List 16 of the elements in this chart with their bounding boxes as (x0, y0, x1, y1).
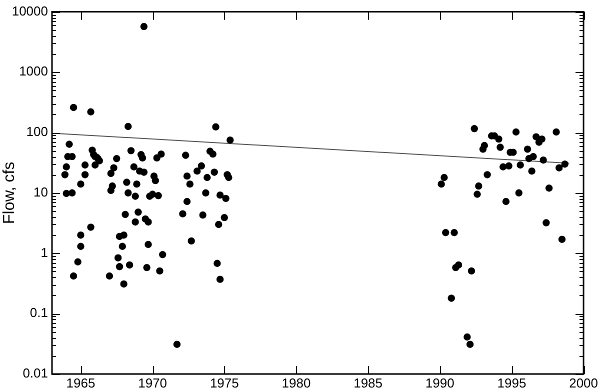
x-tick-label: 2000 (569, 375, 598, 390)
x-tick-label: 1990 (425, 375, 454, 390)
y-tick-label: 0.01 (22, 366, 48, 381)
y-tick-label: 1000 (19, 64, 48, 79)
y-tick-label: 1 (40, 244, 48, 260)
y-tick-label: 100 (26, 124, 48, 140)
x-tick-label: 1985 (354, 375, 383, 390)
y-tick-label: 0.1 (30, 305, 48, 320)
y-tick-label: 10 (34, 184, 48, 200)
x-tick-label: 1980 (282, 375, 311, 390)
y-axis-title: Flow, cfs (1, 162, 18, 224)
x-tick-label: 1975 (210, 375, 239, 390)
y-tick-label: 10000 (12, 3, 48, 18)
x-tick-label: 1970 (138, 375, 168, 390)
x-tick-label: 1965 (66, 375, 96, 390)
x-tick-label: 1995 (497, 375, 526, 390)
